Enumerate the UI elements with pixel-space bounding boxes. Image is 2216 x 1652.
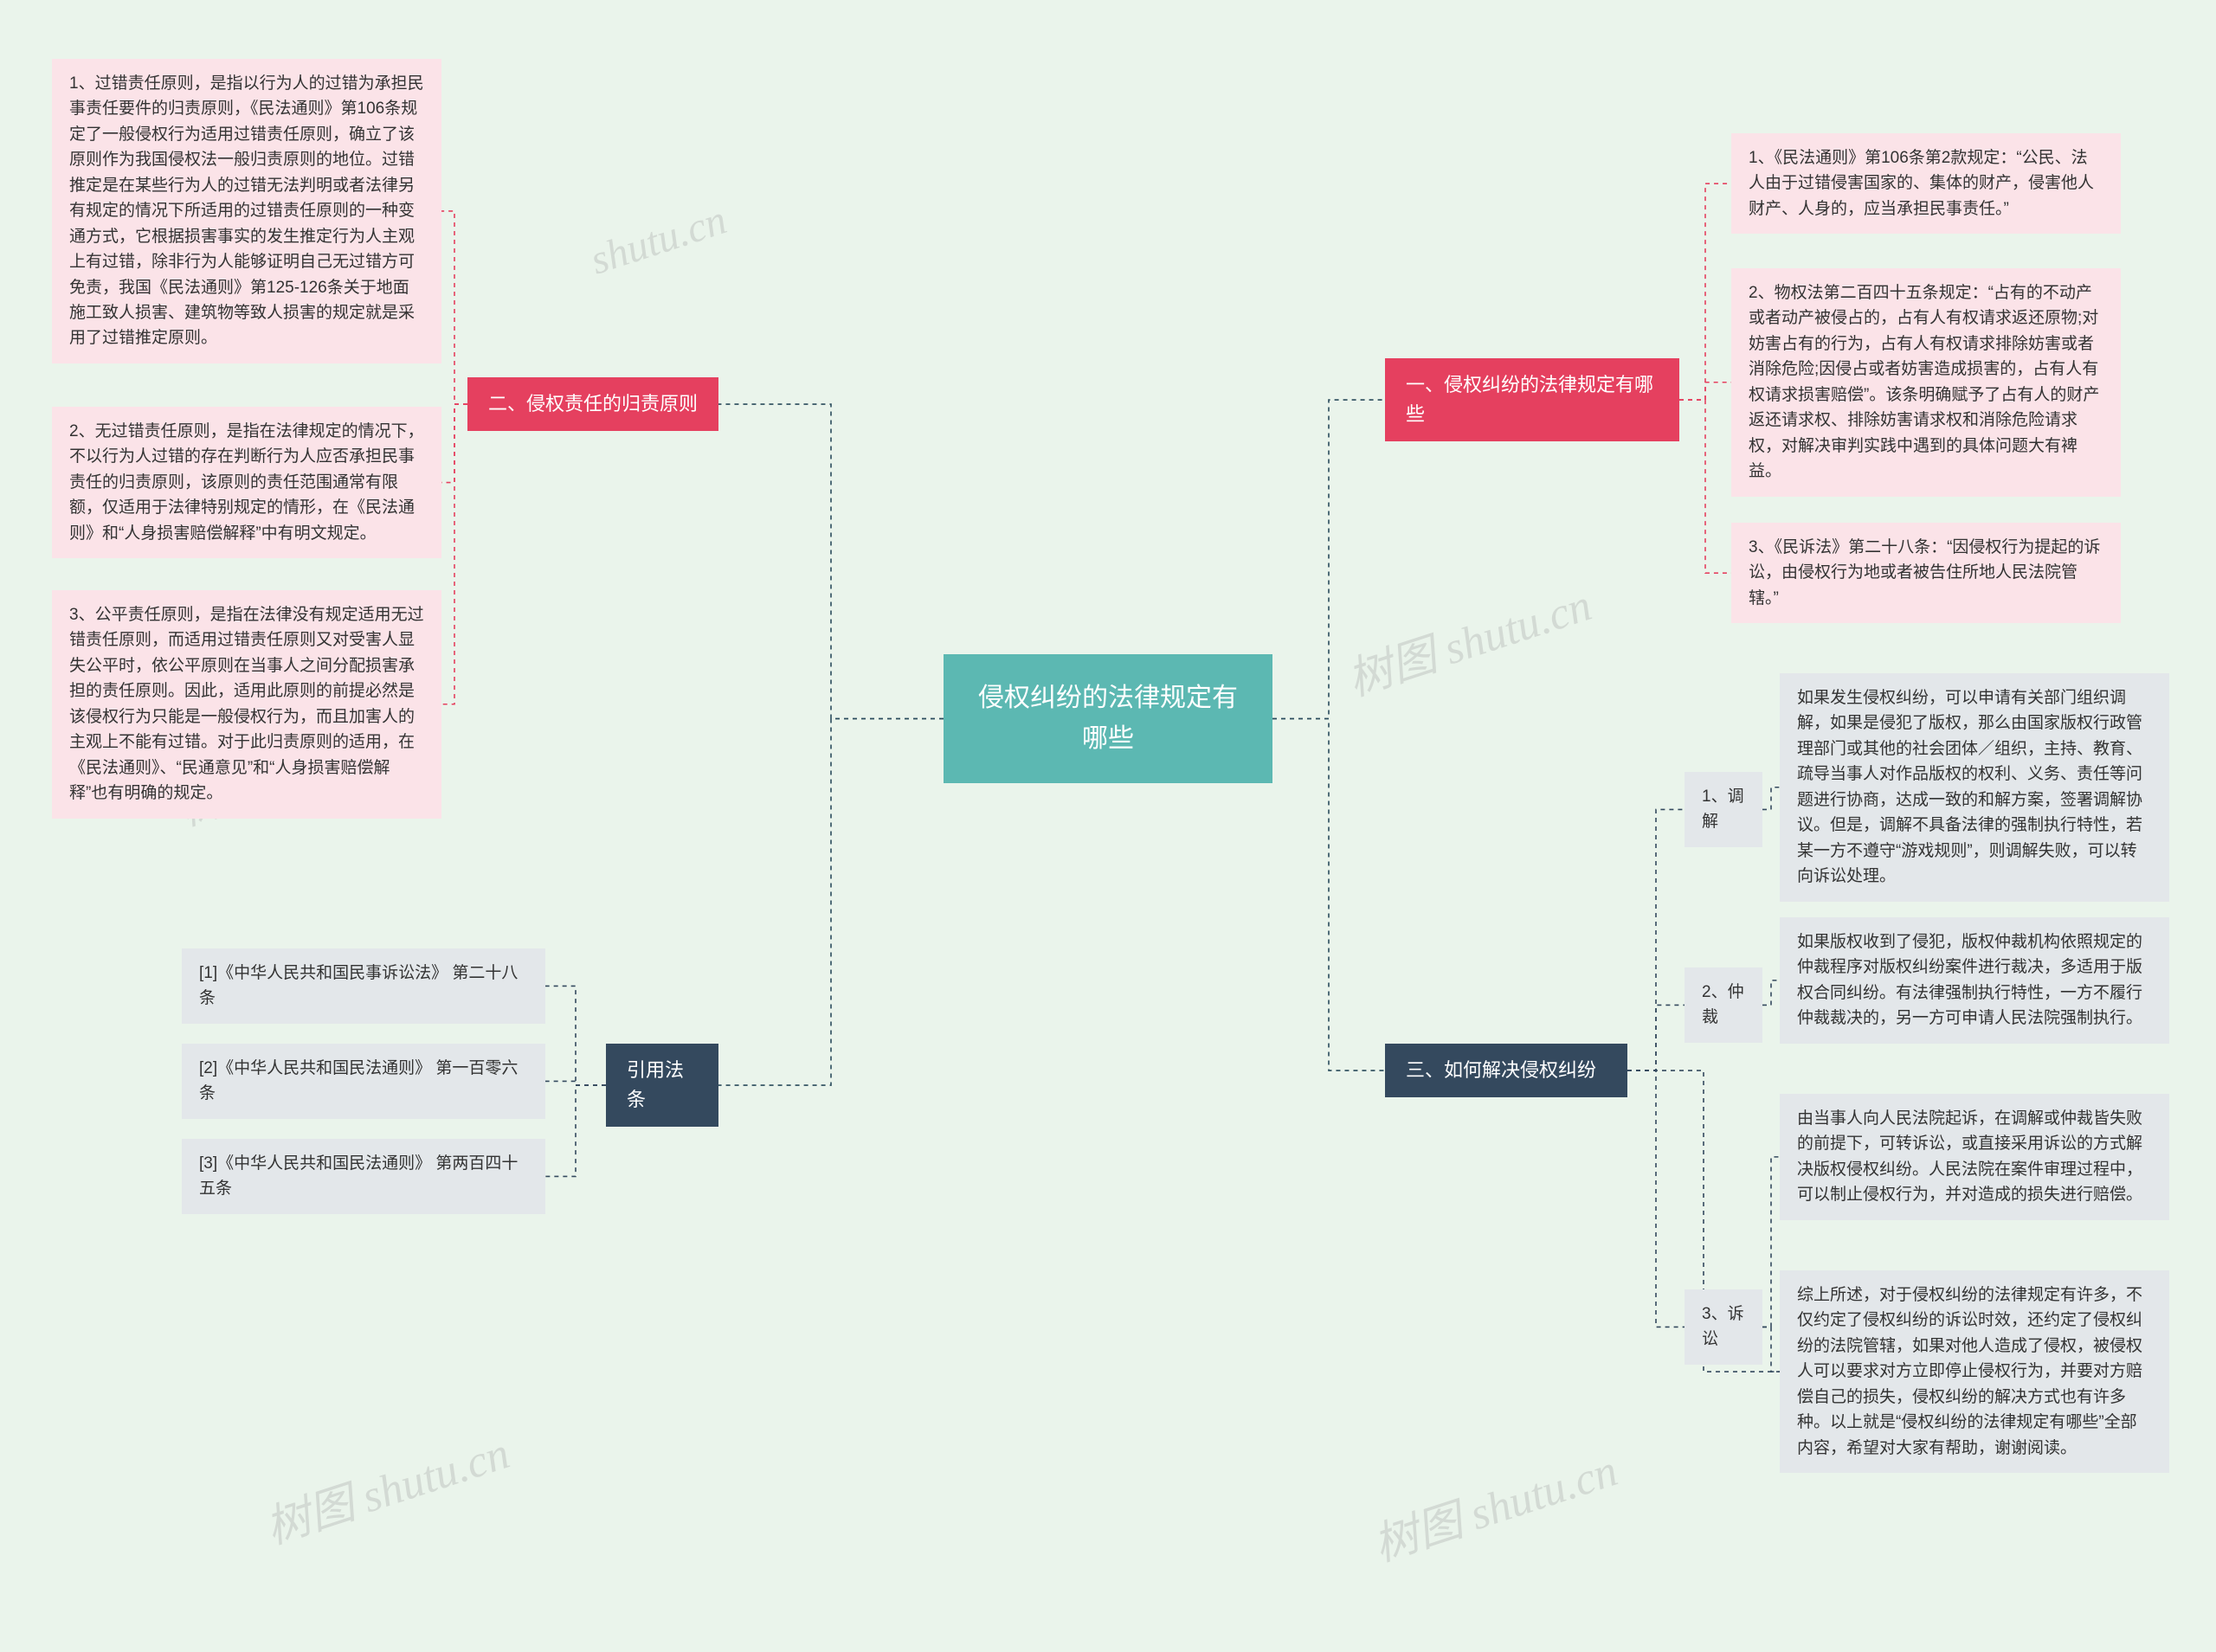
leaf-node: 如果发生侵权纠纷，可以申请有关部门组织调解，如果是侵犯了版权，那么由国家版权行政… — [1780, 673, 2169, 902]
leaf-node: 1、过错责任原则，是指以行为人的过错为承担民事责任要件的归责原则，《民法通则》第… — [52, 59, 441, 363]
leaf-node: 2、无过错责任原则，是指在法律规定的情况下，不以行为人过错的存在判断行为人应否承… — [52, 407, 441, 558]
branch-node: 一、侵权纠纷的法律规定有哪些 — [1385, 358, 1679, 441]
branch-node: 三、如何解决侵权纠纷 — [1385, 1044, 1627, 1097]
leaf-label: 2、仲裁 — [1685, 967, 1762, 1043]
leaf-node: 综上所述，对于侵权纠纷的法律规定有许多，不仅约定了侵权纠纷的诉讼时效，还约定了侵… — [1780, 1270, 2169, 1473]
leaf-node: 3、《民诉法》第二十八条：“因侵权行为提起的诉讼，由侵权行为地或者被告住所地人民… — [1731, 523, 2121, 623]
watermark: 树图 shutu.cn — [1364, 1434, 1625, 1573]
watermark: 树图 shutu.cn — [256, 1417, 517, 1556]
leaf-node: [2]《中华人民共和国民法通则》 第一百零六条 — [182, 1044, 545, 1119]
leaf-node: [3]《中华人民共和国民法通则》 第两百四十五条 — [182, 1139, 545, 1214]
leaf-node: 如果版权收到了侵犯，版权仲裁机构依照规定的仲裁程序对版权纠纷案件进行裁决，多适用… — [1780, 917, 2169, 1044]
watermark: shutu.cn — [584, 196, 731, 284]
leaf-node: 由当事人向人民法院起诉，在调解或仲裁皆失败的前提下，可转诉讼，或直接采用诉讼的方… — [1780, 1094, 2169, 1220]
leaf-node: 3、公平责任原则，是指在法律没有规定适用无过错责任原则，而适用过错责任原则又对受… — [52, 590, 441, 819]
root-node: 侵权纠纷的法律规定有哪些 — [944, 654, 1272, 783]
watermark: 树图 shutu.cn — [1338, 569, 1599, 708]
leaf-node: [1]《中华人民共和国民事诉讼法》 第二十八条 — [182, 948, 545, 1024]
branch-node: 引用法条 — [606, 1044, 718, 1127]
branch-node: 二、侵权责任的归责原则 — [467, 377, 718, 431]
leaf-label: 3、诉讼 — [1685, 1289, 1762, 1365]
leaf-label: 1、调解 — [1685, 772, 1762, 847]
leaf-node: 1、《民法通则》第106条第2款规定：“公民、法人由于过错侵害国家的、集体的财产… — [1731, 133, 2121, 234]
leaf-node: 2、物权法第二百四十五条规定：“占有的不动产或者动产被侵占的，占有人有权请求返还… — [1731, 268, 2121, 497]
